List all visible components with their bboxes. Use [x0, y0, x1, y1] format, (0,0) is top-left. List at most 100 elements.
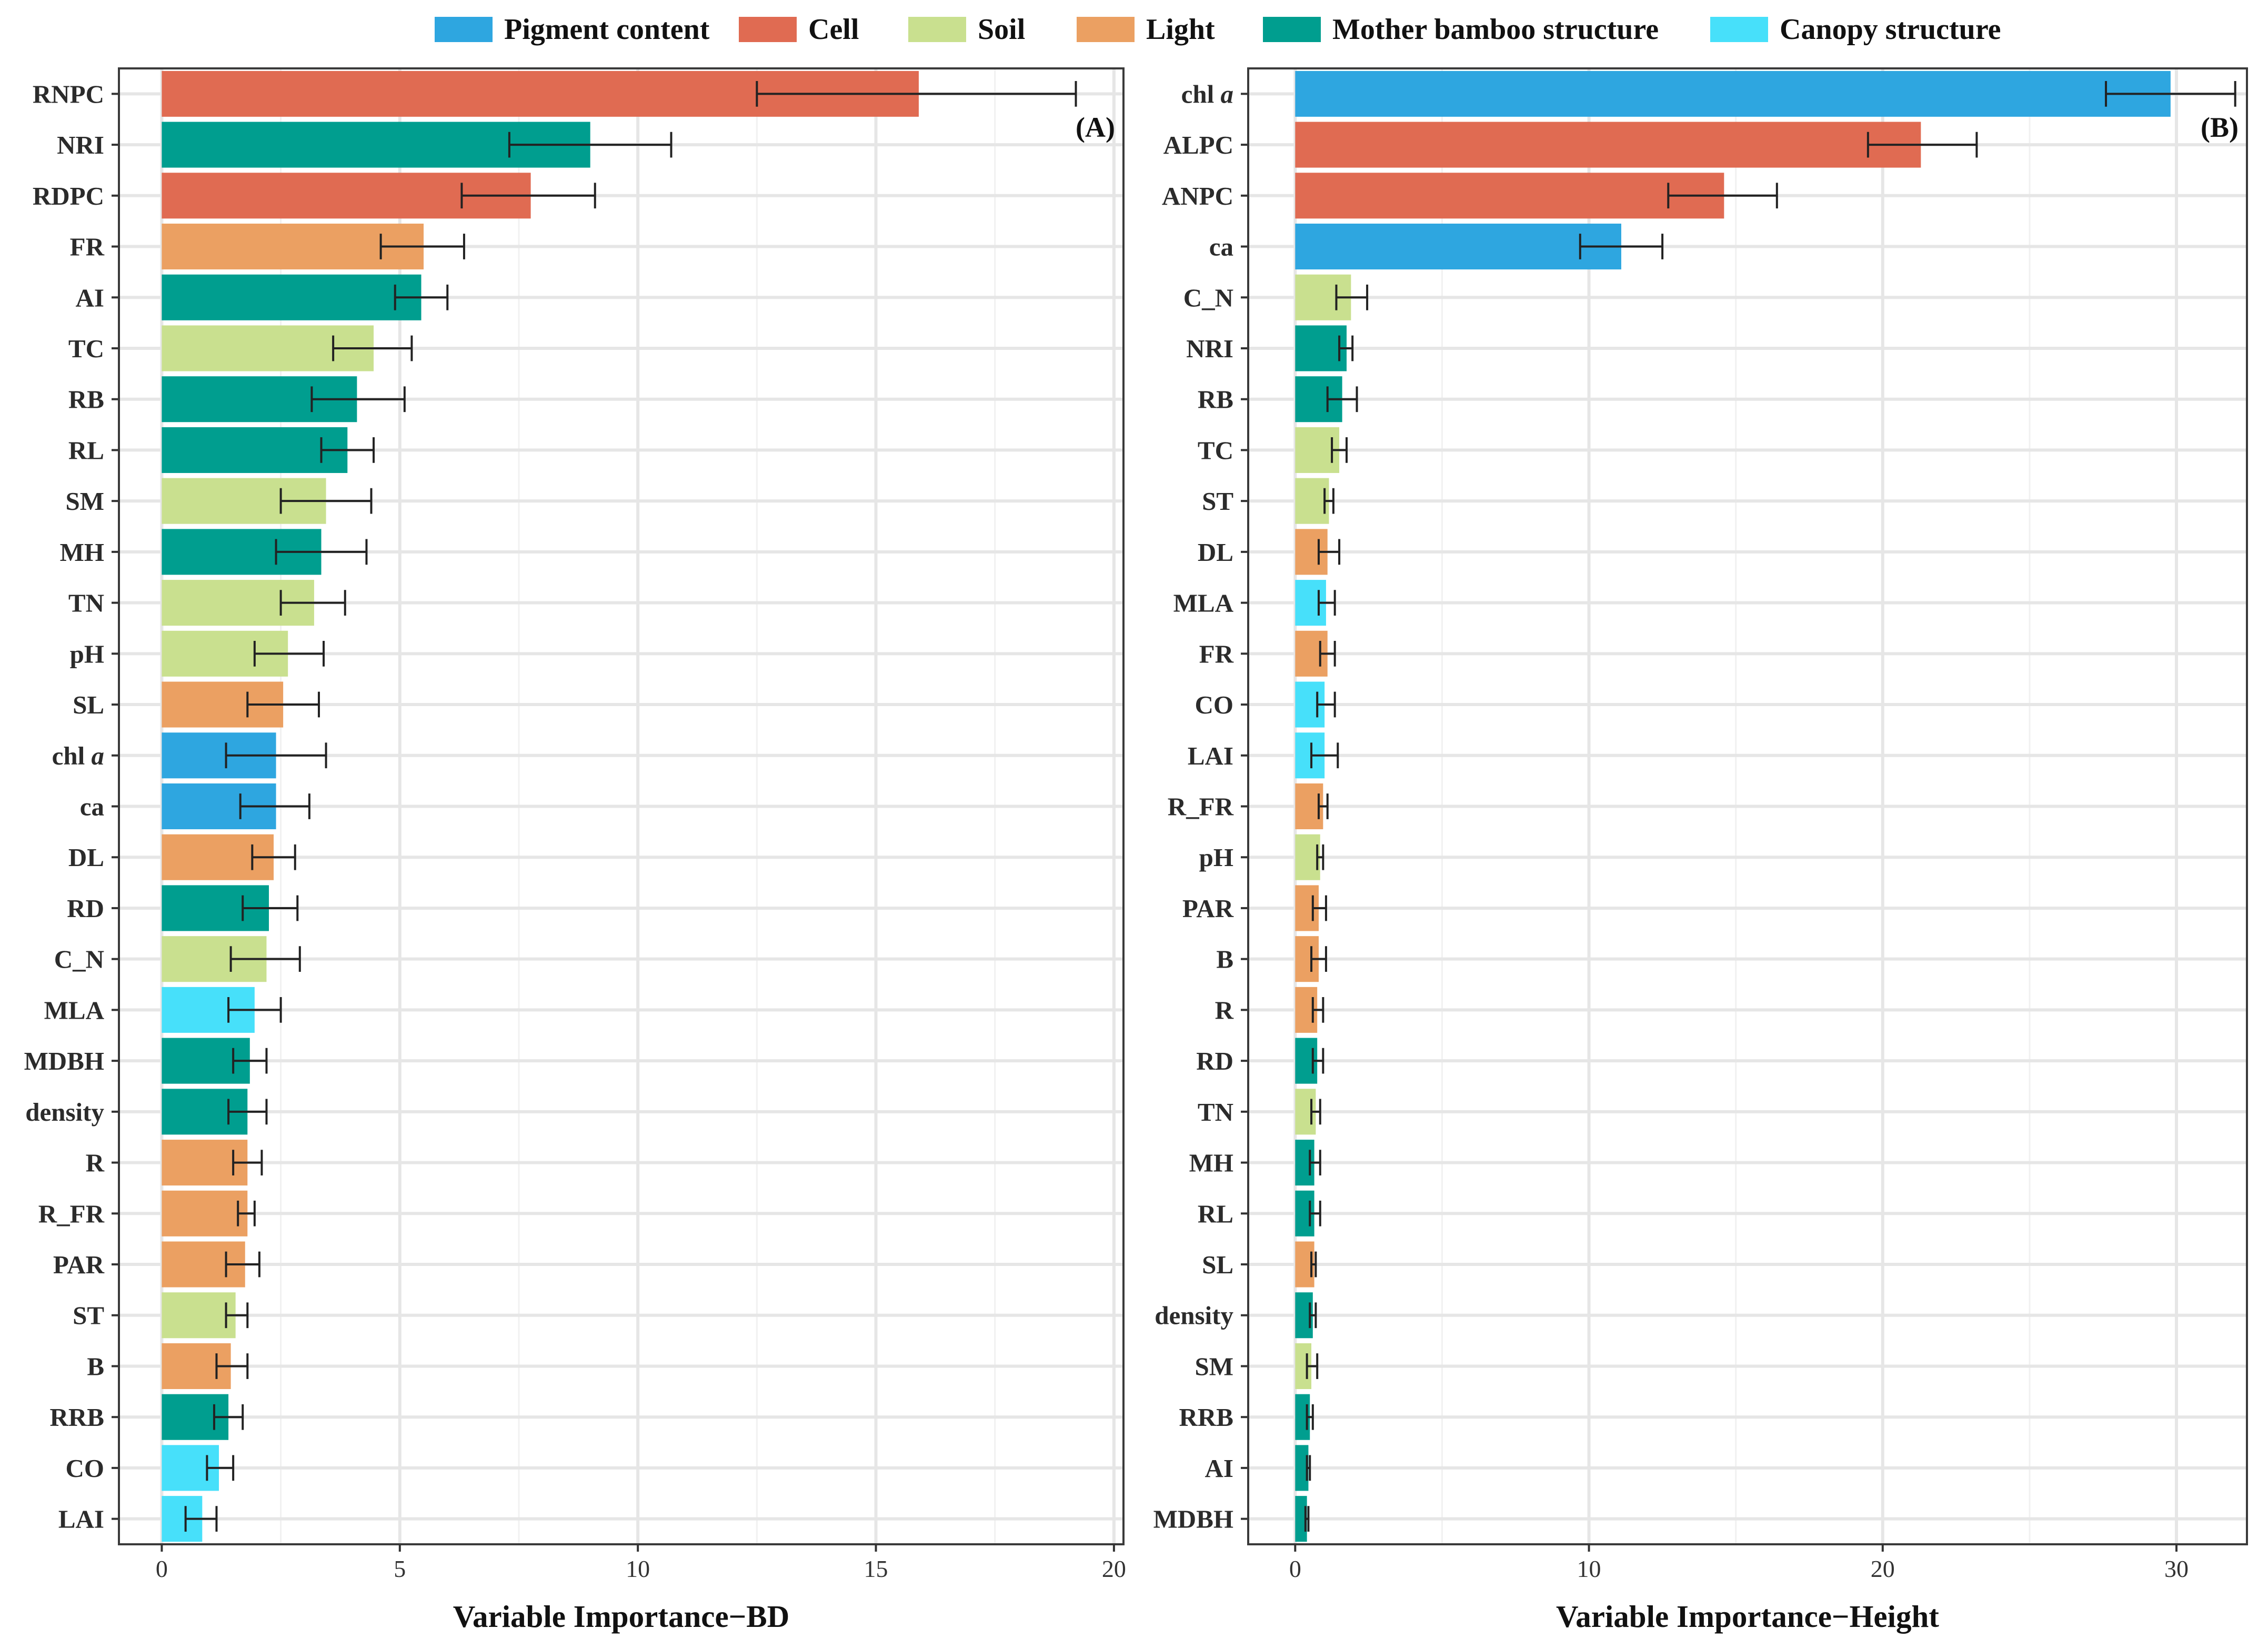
y-tick-label: NRI [1186, 334, 1233, 363]
panel-border [1247, 67, 2248, 1545]
bar-ca [1295, 224, 1621, 270]
legend-label: Cell [808, 13, 859, 46]
y-tick-label: R_FR [38, 1199, 105, 1228]
y-tick-label: RD [67, 894, 104, 923]
y-tick-label: MH [60, 538, 104, 567]
y-tick-label: ca [1209, 233, 1233, 262]
panel-border [118, 67, 1125, 1545]
y-tick-label: AI [1205, 1454, 1233, 1483]
y-tick-label: CO [66, 1454, 105, 1483]
bar-MDBH [1295, 1496, 1307, 1542]
y-tick-label: CO [1195, 690, 1234, 719]
error-bar [279, 488, 373, 514]
legend-label: Mother bamboo structure [1332, 13, 1659, 46]
y-tick-label: C_N [1183, 283, 1233, 312]
chart-panel-b: chl a ALPC ANPC ca C_N NRI RB TC ST DL MLA FR CO LAI R… [1153, 67, 2248, 1634]
x-tick-label: 0 [156, 1555, 168, 1582]
legend-label: Pigment content [504, 13, 710, 46]
y-tick-label: RB [1198, 385, 1233, 414]
error-bar [253, 640, 325, 667]
error-bar [379, 234, 465, 259]
y-tick-label: RDPC [33, 182, 104, 210]
y-tick-label: MLA [44, 996, 105, 1024]
legend-item-mother-bamboo-structure: Mother bamboo structure [1263, 13, 1659, 46]
error-bar [227, 997, 282, 1023]
y-tick-label: DL [1198, 538, 1233, 567]
legend-label: Light [1146, 13, 1215, 46]
error-bar [1317, 590, 1336, 616]
y-tick-label: density [1155, 1301, 1233, 1330]
error-bar [460, 183, 596, 209]
error-bar [242, 895, 299, 921]
y-tick-label: SL [1202, 1250, 1233, 1279]
error-bar [1866, 132, 1978, 158]
x-tick-label: 10 [626, 1555, 650, 1582]
x-tick-label: 15 [864, 1555, 888, 1582]
error-bar [1306, 1353, 1319, 1379]
x-tick-label: 5 [394, 1555, 406, 1582]
x-tick-label: 20 [1102, 1555, 1126, 1582]
error-bar [1319, 640, 1336, 667]
error-bar [232, 1048, 268, 1074]
error-bar [2105, 81, 2236, 107]
y-tick-label: chl a [1181, 79, 1233, 108]
error-bar [1335, 284, 1369, 310]
y-tick-label: ANPC [1162, 182, 1233, 210]
legend-item-light: Light [1077, 13, 1215, 46]
error-bar [394, 284, 449, 310]
y-tick-label: AI [76, 283, 104, 312]
error-bar [206, 1455, 235, 1481]
legend-item-cell: Cell [739, 13, 859, 46]
error-bar [246, 691, 320, 718]
error-bar [1311, 1048, 1324, 1074]
legend-swatch [739, 17, 797, 42]
error-bar [1306, 1404, 1314, 1430]
y-tick-label: chl a [52, 741, 104, 770]
error-bar [1317, 793, 1329, 819]
error-bar [229, 946, 301, 972]
error-bar [1338, 335, 1354, 361]
error-bar [310, 386, 406, 413]
error-bar [237, 1200, 256, 1226]
y-tick-label: LAI [58, 1505, 104, 1534]
y-tick-label: ca [80, 792, 104, 821]
bar-ST [162, 1292, 236, 1339]
bar-ST [1295, 478, 1329, 524]
error-bar [215, 1353, 249, 1379]
y-tick-label: R [86, 1149, 105, 1178]
y-tick-label: RD [1196, 1047, 1233, 1075]
error-bar [251, 844, 296, 870]
y-tick-label: RRB [1179, 1403, 1233, 1432]
error-bar [225, 1302, 249, 1329]
legend-swatch [908, 17, 966, 42]
error-bar [332, 335, 413, 361]
error-bar [1326, 386, 1358, 413]
error-bar [1306, 1455, 1311, 1481]
y-tick-label: MDBH [24, 1047, 104, 1075]
error-bar [1667, 183, 1778, 209]
bar-RL [162, 427, 348, 473]
error-bar [1310, 1251, 1317, 1278]
legend-item-soil: Soil [908, 13, 1026, 46]
error-bar [225, 742, 327, 769]
y-tick-label: RB [68, 385, 104, 414]
bar-chl-a [1295, 71, 2171, 117]
y-tick-label: DL [68, 843, 104, 872]
error-bar [1316, 691, 1336, 718]
error-bar [1316, 844, 1324, 870]
y-tick-label: SL [73, 690, 104, 719]
legend-label: Soil [978, 13, 1026, 46]
error-bar [213, 1404, 244, 1430]
legend: Pigment content Cell Soil Light Mother b… [0, 0, 2268, 68]
error-bar [756, 81, 1077, 107]
bar-NRI [1295, 325, 1347, 371]
error-bar [1311, 997, 1324, 1023]
panel-label: (A) [1076, 112, 1115, 143]
y-tick-label: PAR [1182, 894, 1234, 923]
legend-item-canopy-structure: Canopy structure [1710, 13, 2001, 46]
y-tick-label: FR [1199, 639, 1234, 668]
y-tick-label: TN [68, 589, 104, 618]
y-tick-label: PAR [53, 1250, 105, 1279]
y-tick-label: RL [1198, 1199, 1233, 1228]
y-tick-label: B [87, 1352, 104, 1381]
